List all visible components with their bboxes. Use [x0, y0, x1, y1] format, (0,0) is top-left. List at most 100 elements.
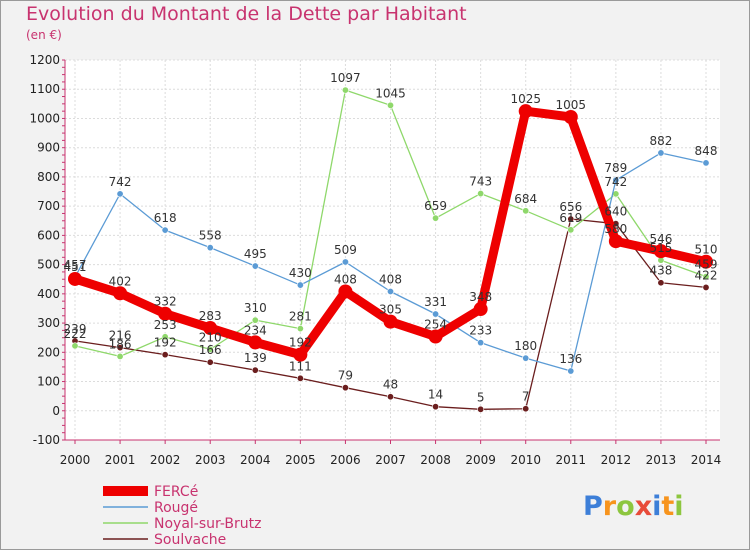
data-label: 233	[469, 324, 492, 338]
x-tick-label: 2013	[646, 453, 677, 467]
data-label: 234	[244, 323, 267, 337]
data-label: 882	[649, 134, 672, 148]
data-point	[251, 316, 259, 324]
legend-label: Soulvache	[154, 532, 226, 548]
x-tick-label: 2008	[420, 453, 451, 467]
data-point	[206, 345, 214, 353]
data-point	[432, 310, 440, 318]
data-point	[428, 329, 443, 344]
legend-label: Rougé	[154, 500, 198, 516]
data-label: 136	[559, 352, 582, 366]
data-point	[386, 101, 394, 109]
data-label: 186	[109, 337, 132, 351]
y-tick-label: 400	[37, 287, 60, 301]
data-point	[116, 190, 124, 198]
data-point	[477, 405, 485, 413]
data-label: 515	[649, 241, 672, 255]
logo-letter: o	[616, 491, 635, 522]
legend-label: Noyal-sur-Brutz	[154, 516, 262, 532]
data-label: 459	[695, 258, 718, 272]
y-tick-label: 1000	[29, 111, 60, 125]
data-label: 422	[695, 268, 718, 282]
data-point	[68, 271, 82, 286]
data-point	[567, 226, 575, 234]
x-tick-label: 2001	[105, 453, 136, 467]
data-label: 684	[514, 192, 537, 206]
data-label: 222	[64, 327, 87, 341]
y-tick-label: 600	[37, 228, 60, 242]
data-label: 139	[244, 351, 267, 365]
data-label: 5	[477, 390, 485, 404]
data-point	[338, 284, 353, 299]
data-point	[522, 405, 530, 413]
data-point	[477, 339, 485, 347]
data-point	[473, 302, 488, 317]
data-label: 438	[649, 264, 672, 278]
data-labels: 239 216 192 166 139 111 79 48 14 5 7 656 640 438 422 22…	[64, 71, 718, 404]
logo-letter: t	[661, 491, 674, 522]
data-label: 457	[64, 258, 87, 272]
data-point	[386, 288, 394, 296]
data-point	[702, 159, 710, 167]
data-point	[699, 254, 713, 269]
y-tick-label: 500	[37, 258, 60, 272]
data-label: 656	[559, 200, 582, 214]
logo-letter: i	[652, 491, 661, 522]
data-point	[251, 262, 259, 270]
data-label: 192	[154, 336, 177, 350]
data-label: 254	[424, 318, 447, 332]
data-label: 1005	[556, 98, 587, 112]
x-tick-label: 2009	[465, 453, 496, 467]
data-point	[657, 149, 665, 157]
data-point	[567, 215, 575, 223]
data-label: 848	[695, 144, 718, 158]
data-point	[116, 352, 124, 360]
x-tick-label: 2005	[285, 453, 316, 467]
grid	[65, 59, 720, 441]
logo-letter: P	[583, 491, 603, 522]
data-point	[251, 366, 259, 374]
x-tick-label: 2004	[240, 453, 271, 467]
data-point	[702, 283, 710, 291]
data-label: 348	[469, 290, 492, 304]
data-label: 111	[289, 359, 312, 373]
data-label: 742	[604, 175, 627, 189]
data-point	[341, 384, 349, 392]
data-label: 659	[424, 199, 447, 213]
data-label: 331	[424, 295, 447, 309]
data-label: 48	[383, 378, 398, 392]
data-label: 402	[109, 274, 132, 288]
x-tick-label: 2000	[60, 453, 91, 467]
data-label: 310	[244, 301, 267, 315]
logo-letter: r	[603, 491, 617, 522]
data-point	[248, 335, 263, 350]
data-point	[293, 347, 308, 362]
plot-area	[65, 60, 720, 440]
data-label: 640	[604, 205, 627, 219]
data-label: 451	[64, 260, 87, 274]
y-tick-label: 0	[52, 404, 60, 418]
data-label: 239	[64, 322, 87, 336]
x-tick-label: 2002	[150, 453, 181, 467]
x-tick-label: 2003	[195, 453, 226, 467]
data-point	[296, 281, 304, 289]
data-label: 509	[334, 243, 357, 257]
data-point	[563, 110, 578, 124]
series-lines	[68, 86, 713, 413]
x-tick-label: 2010	[510, 453, 541, 467]
logo-letter: i	[674, 491, 683, 522]
data-label: 546	[649, 232, 672, 246]
y-tick-label: 700	[37, 199, 60, 213]
y-tick-label: 800	[37, 170, 60, 184]
data-label: 14	[428, 388, 443, 402]
data-point	[386, 393, 394, 401]
data-point	[702, 273, 710, 281]
data-label: 789	[604, 161, 627, 175]
data-point	[203, 321, 218, 336]
data-point	[206, 358, 214, 366]
data-point	[161, 333, 169, 341]
data-label: 510	[695, 243, 718, 257]
axes: -100 0 100 200 300 400 500 600 700 800 900 1000 1100…	[29, 53, 721, 467]
data-point	[296, 374, 304, 382]
